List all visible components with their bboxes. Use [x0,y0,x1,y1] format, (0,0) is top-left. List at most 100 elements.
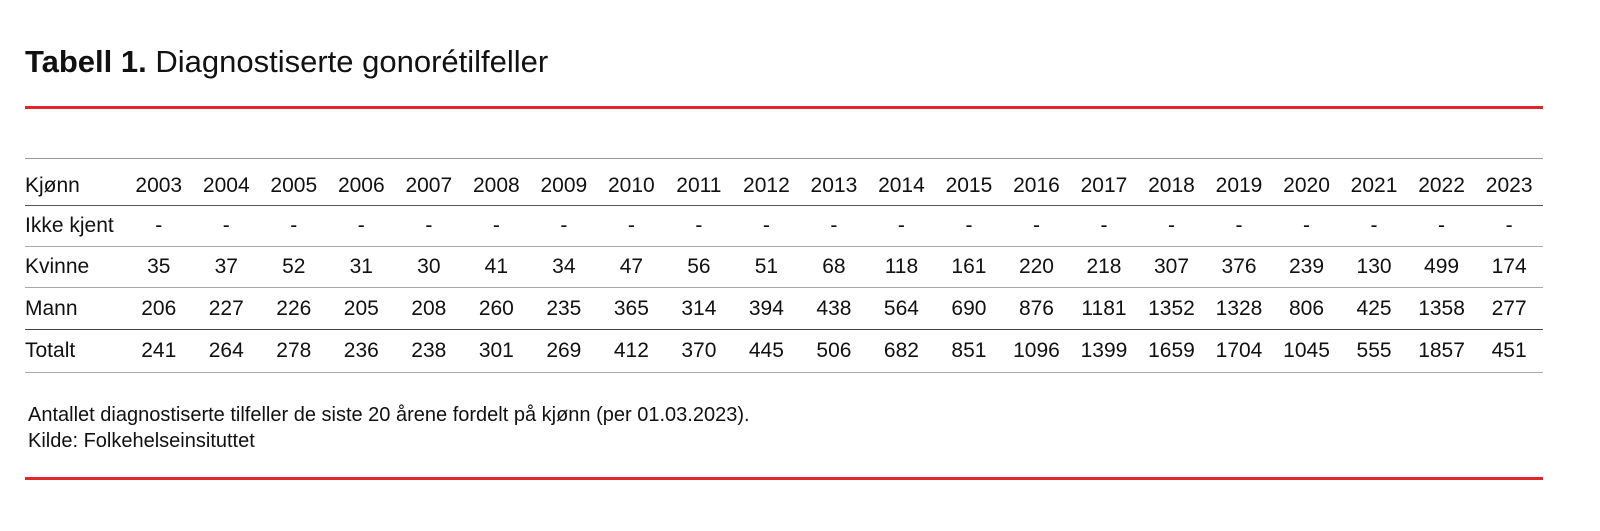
cell: 47 [619,255,644,278]
table-row: Mann 206 227 226 205 208 260 235 365 314 394 438 564… [25,288,1543,330]
cell: 301 [478,339,514,362]
column-header: 2015 [945,174,993,197]
cell: 555 [1356,339,1392,362]
cell: 394 [748,296,784,320]
cell: - [357,214,365,237]
cell: 1659 [1148,339,1195,362]
cell: 226 [276,296,312,320]
cell: - [1235,214,1243,237]
cell: 1704 [1215,339,1263,362]
cell: - [290,214,298,237]
cell: - [1303,214,1311,237]
row-header-label: Kjønn [25,174,80,197]
cell: 1358 [1418,296,1465,320]
divider [25,477,1543,480]
cell: 445 [748,339,784,362]
table-head: Kjønn 2003 2004 2005 2006 2007 2008 2009 2010 201… [25,158,1543,206]
caption-source: Kilde: Folkehelseinsituttet [28,430,255,452]
divider [25,106,1543,109]
header-row: Kjønn 2003 2004 2005 2006 2007 2008 2009 2010 201… [25,158,1543,206]
cell: 314 [681,296,717,320]
cell: 1352 [1148,296,1195,320]
cell: 238 [411,339,447,362]
cell: 56 [687,255,711,278]
cell: 277 [1491,296,1527,320]
cell: 174 [1491,255,1527,278]
row-label: Kvinne [25,255,90,278]
cell: - [1438,214,1446,237]
column-header: 2008 [472,174,520,197]
cell: 161 [951,255,987,278]
cell: 412 [613,339,649,362]
cell: 499 [1424,255,1460,278]
title-text: Diagnostiserte gonorétilfeller [155,44,549,79]
table-body: Ikke kjent - - - - - - - - - - - - - - - - - - - - - Kvinne 35 3… [25,206,1543,373]
cell: 564 [883,296,919,320]
cell: - [830,214,838,237]
cell: - [1505,214,1513,237]
cell: 239 [1289,255,1325,278]
column-header: 2013 [810,174,858,197]
title-label: Tabell 1. [25,44,147,79]
cell: 438 [816,296,852,320]
cell: - [627,214,635,237]
table-row: Ikke kjent - - - - - - - - - - - - - - - - - - - - - [25,206,1543,247]
cell: 269 [546,339,582,362]
caption: Antallet diagnostiserte tilfeller de sis… [28,402,750,454]
column-header: 2006 [337,174,385,197]
cell: 264 [208,339,244,362]
cell: 31 [349,255,373,278]
cell: - [560,214,568,237]
cell: - [695,214,703,237]
cell: 1181 [1081,296,1127,320]
cell: 370 [681,339,717,362]
cell: 227 [208,296,244,320]
cell: 208 [411,296,447,320]
row-label: Ikke kjent [25,214,114,237]
cell: - [155,214,163,237]
cell: - [1100,214,1108,237]
column-header: 2004 [202,174,250,197]
cell: 1328 [1215,296,1263,320]
cell: 260 [478,296,514,320]
column-header: 2007 [405,174,453,197]
cell: 41 [484,255,509,278]
cell: 30 [417,255,441,278]
cell: - [762,214,770,237]
cell: - [1167,214,1175,237]
cell: 365 [613,296,649,320]
column-header: 2009 [540,174,588,197]
cell: 205 [343,296,379,320]
column-header: 2003 [135,174,183,197]
cell: 376 [1221,255,1257,278]
cell: 220 [1018,255,1054,278]
cell: - [1032,214,1040,237]
cell: 1857 [1418,339,1465,362]
cell: 130 [1356,255,1392,278]
cell: - [425,214,433,237]
cell: 206 [141,296,177,320]
column-header: 2020 [1283,174,1330,197]
cell: 876 [1018,296,1054,320]
column-header: 2021 [1350,174,1398,197]
row-label: Mann [25,296,78,320]
cell: 218 [1086,255,1122,278]
column-header: 2005 [270,174,318,197]
cell: - [965,214,973,237]
cell: 1045 [1283,339,1330,362]
column-header: 2014 [878,174,925,197]
cell: 451 [1491,339,1527,362]
table-row: Totalt 241 264 278 236 238 301 269 412 370 445 506 6… [25,330,1543,373]
cell: 51 [754,255,779,278]
cell: 34 [552,255,576,278]
cell: 241 [141,339,177,362]
column-header: 2018 [1148,174,1195,197]
row-label: Totalt [25,339,76,362]
column-header: 2023 [1485,174,1533,197]
cell: - [1370,214,1378,237]
table-row: Kvinne 35 37 52 31 30 41 34 47 56 51 68 118 161 220 218… [25,247,1543,288]
cell: 1096 [1013,339,1060,362]
column-header: 2022 [1418,174,1465,197]
